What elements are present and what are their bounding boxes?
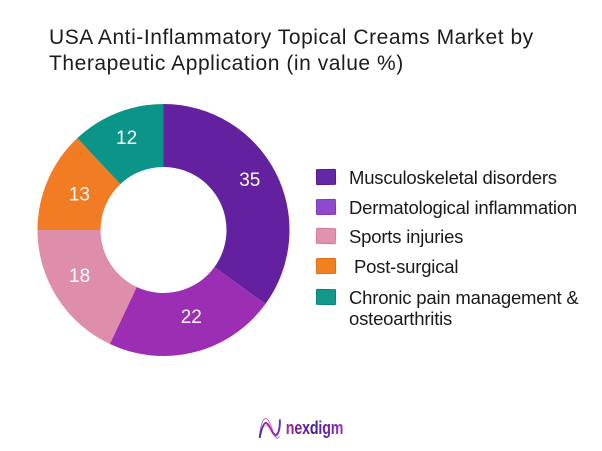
svg-text:nexdigm: nexdigm <box>286 418 343 438</box>
svg-text:22: 22 <box>181 307 202 328</box>
svg-text:12: 12 <box>116 128 137 149</box>
svg-text:18: 18 <box>69 266 90 287</box>
svg-text:35: 35 <box>239 170 260 191</box>
svg-text:13: 13 <box>69 185 90 206</box>
